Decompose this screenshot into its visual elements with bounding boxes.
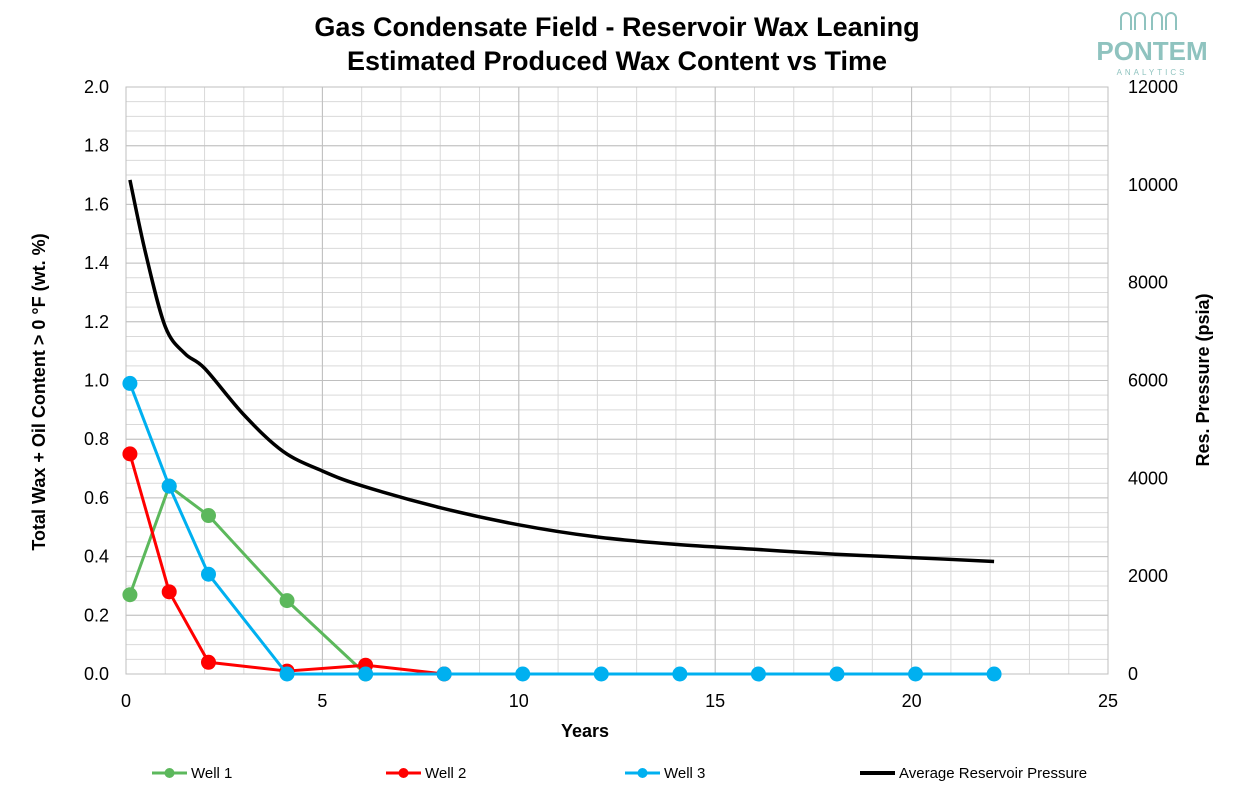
legend-item-average-reservoir-pressure: Average Reservoir Pressure — [860, 765, 1087, 782]
well-3-point — [161, 478, 177, 494]
series-average-reservoir-pressure — [128, 179, 995, 564]
legend-marker — [398, 768, 409, 778]
well-3-point — [358, 666, 374, 682]
x-tick-label: 10 — [509, 691, 529, 711]
y-axis-label: Total Wax + Oil Content > 0 °F (wt. %) — [29, 233, 49, 550]
logo-name: PONTEM — [1096, 36, 1207, 66]
well-3-point — [279, 666, 295, 682]
legend-marker — [637, 768, 648, 778]
well-3-point — [908, 666, 924, 682]
y-tick-label: 1.4 — [84, 253, 109, 273]
y-tick-label: 1.0 — [84, 371, 109, 391]
series-well-1 — [122, 478, 374, 682]
y-tick-label: 1.2 — [84, 312, 109, 332]
y-tick-label: 2.0 — [84, 77, 109, 97]
legend-label: Average Reservoir Pressure — [899, 765, 1087, 782]
well-3-point — [593, 666, 609, 682]
x-axis-label: Years — [561, 721, 609, 741]
well-2-point — [122, 446, 138, 462]
well-2-line — [128, 453, 445, 676]
x-axis-ticks: 0 5 10 15 20 25 — [121, 691, 1118, 711]
well-1-point — [200, 508, 216, 524]
y-tick-label: 0.6 — [84, 488, 109, 508]
y2-tick-label: 6000 — [1128, 371, 1168, 391]
legend-marker — [164, 768, 175, 778]
y-tick-label: 0.2 — [84, 605, 109, 625]
legend-item-well-1: Well 1 — [152, 765, 232, 782]
x-tick-label: 25 — [1098, 691, 1118, 711]
well-3-point — [986, 666, 1002, 682]
pontem-logo: PONTEM ANALYTICS — [1096, 12, 1208, 77]
logo-tagline: ANALYTICS — [1117, 68, 1188, 77]
x-tick-label: 20 — [902, 691, 922, 711]
x-tick-label: 5 — [317, 691, 327, 711]
series-layer — [122, 179, 1002, 682]
y-tick-label: 1.8 — [84, 136, 109, 156]
chart-title-line-1: Gas Condensate Field - Reservoir Wax Lea… — [314, 12, 919, 42]
well-3-point — [515, 666, 531, 682]
y-tick-label: 0.8 — [84, 429, 109, 449]
well-3-point — [122, 375, 138, 391]
x-tick-label: 15 — [705, 691, 725, 711]
chart-title-line-2: Estimated Produced Wax Content vs Time — [347, 46, 887, 76]
well-1-point — [279, 593, 295, 609]
legend-item-well-2: Well 2 — [386, 765, 466, 782]
well-3-point — [672, 666, 688, 682]
well-3-point — [829, 666, 845, 682]
y2-tick-label: 4000 — [1128, 468, 1168, 488]
legend-label: Well 2 — [425, 765, 466, 782]
well-3-point — [436, 666, 452, 682]
legend-label: Well 3 — [664, 765, 705, 782]
right-axis-ticks: 0 2000 4000 6000 8000 10000 12000 — [1128, 77, 1178, 684]
left-axis-ticks: 0.0 0.2 0.4 0.6 0.8 1.0 1.2 1.4 1.6 1.8 2.0 — [84, 77, 109, 684]
well-2-point — [200, 654, 216, 670]
legend-item-well-3: Well 3 — [625, 765, 705, 782]
y2-tick-label: 8000 — [1128, 273, 1168, 293]
y2-tick-label: 2000 — [1128, 566, 1168, 586]
y-tick-label: 1.6 — [84, 194, 109, 214]
well-3-point — [750, 666, 766, 682]
series-well-3 — [122, 375, 1002, 682]
logo-mark-icon — [1120, 12, 1177, 30]
x-tick-label: 0 — [121, 691, 131, 711]
well-1-point — [122, 587, 138, 603]
legend-label: Well 1 — [191, 765, 232, 782]
well-2-point — [161, 584, 177, 600]
y2-tick-label: 0 — [1128, 664, 1138, 684]
y-tick-label: 0.0 — [84, 664, 109, 684]
y2-tick-label: 12000 — [1128, 77, 1178, 97]
legend: Well 1 Well 2 Well 3 Average Reservoir Pres… — [152, 765, 1087, 782]
pressure-line — [128, 179, 995, 564]
y-tick-label: 0.4 — [84, 547, 109, 567]
well-3-point — [200, 566, 216, 582]
y2-tick-label: 10000 — [1128, 175, 1178, 195]
y2-axis-label: Res. Pressure (psia) — [1193, 293, 1213, 466]
